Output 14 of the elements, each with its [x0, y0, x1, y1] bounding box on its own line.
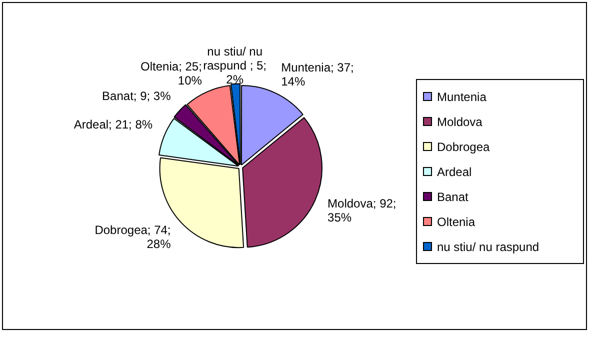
data-label: nu stiu/ nu raspund ; 5; 2% [203, 44, 267, 86]
legend-label: Moldova [437, 114, 482, 128]
data-label: Ardeal; 21; 8% [74, 117, 153, 132]
legend-label: Dobrogea [437, 140, 490, 154]
data-label: Moldova; 92; 35% [328, 196, 396, 224]
data-label: Dobrogea; 74; 28% [94, 222, 172, 251]
legend-label: nu stiu/ nu raspund [437, 240, 540, 254]
legend-label: Oltenia [437, 214, 476, 228]
data-label: Banat; 9; 3% [102, 88, 172, 103]
data-label: Oltenia; 25; 10% [140, 59, 202, 88]
legend-label: Muntenia [437, 90, 486, 104]
data-label: Muntenia; 37; 14% [281, 60, 354, 88]
legend-label: Banat [437, 190, 468, 204]
legend-label: Ardeal [437, 164, 472, 178]
